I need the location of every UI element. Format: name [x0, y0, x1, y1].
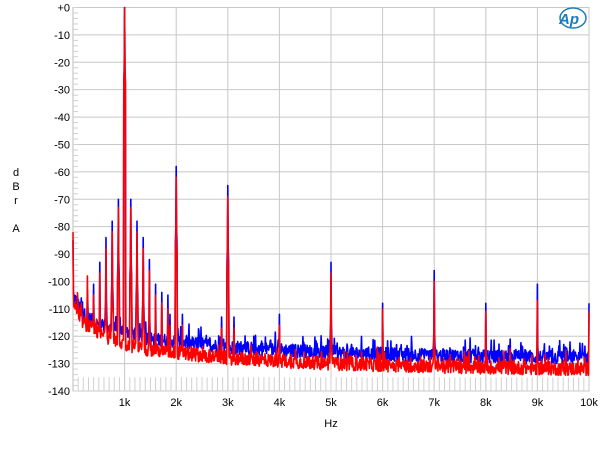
- y-tick-label: -130: [48, 359, 70, 371]
- x-tick-label: 5k: [325, 397, 337, 409]
- y-tick-label: -90: [54, 249, 70, 261]
- y-tick-label: -50: [54, 139, 70, 151]
- x-tick-label: 2k: [170, 397, 182, 409]
- y-label-letter: d: [13, 167, 19, 179]
- y-tick-label: -100: [48, 276, 70, 288]
- y-tick-label: -10: [54, 30, 70, 42]
- y-tick-label: -80: [54, 222, 70, 234]
- y-label-letter: A: [12, 223, 20, 235]
- y-tick-label: -110: [49, 304, 70, 316]
- y-tick-label: -60: [54, 167, 70, 179]
- y-label-letter: r: [14, 195, 18, 207]
- x-tick-label: 4k: [274, 397, 286, 409]
- x-tick-labels: 1k 2k 3k 4k 5k 6k 7k 8k 9k 10k: [119, 397, 599, 409]
- x-tick-label: 6k: [377, 397, 389, 409]
- x-tick-label: 1k: [119, 397, 131, 409]
- x-tick-label: 9k: [532, 397, 544, 409]
- ap-logo: Ap: [558, 7, 587, 29]
- y-tick-label: +0: [57, 3, 70, 15]
- y-axis-label: d B r A: [12, 167, 20, 235]
- minor-ticks: [73, 7, 585, 392]
- y-tick-label: -70: [54, 194, 70, 206]
- y-label-letter: B: [12, 181, 19, 193]
- y-tick-label: -120: [48, 331, 70, 343]
- traces: [72, 6, 590, 377]
- y-tick-labels: +0 -10 -20 -30 -40 -50 -60 -70 -80 -90 -100 -110 -12…: [48, 3, 70, 399]
- x-tick-label: 3k: [222, 397, 234, 409]
- y-tick-label: -140: [48, 386, 70, 398]
- y-tick-label: -30: [54, 85, 70, 97]
- y-tick-label: -40: [54, 112, 70, 124]
- x-tick-label: 7k: [428, 397, 440, 409]
- y-tick-label: -20: [54, 57, 70, 69]
- x-tick-label: 10k: [580, 397, 598, 409]
- trace-1: [72, 6, 590, 377]
- x-axis-label: Hz: [324, 418, 337, 430]
- x-tick-label: 8k: [480, 397, 492, 409]
- svg-text:Ap: Ap: [558, 11, 579, 28]
